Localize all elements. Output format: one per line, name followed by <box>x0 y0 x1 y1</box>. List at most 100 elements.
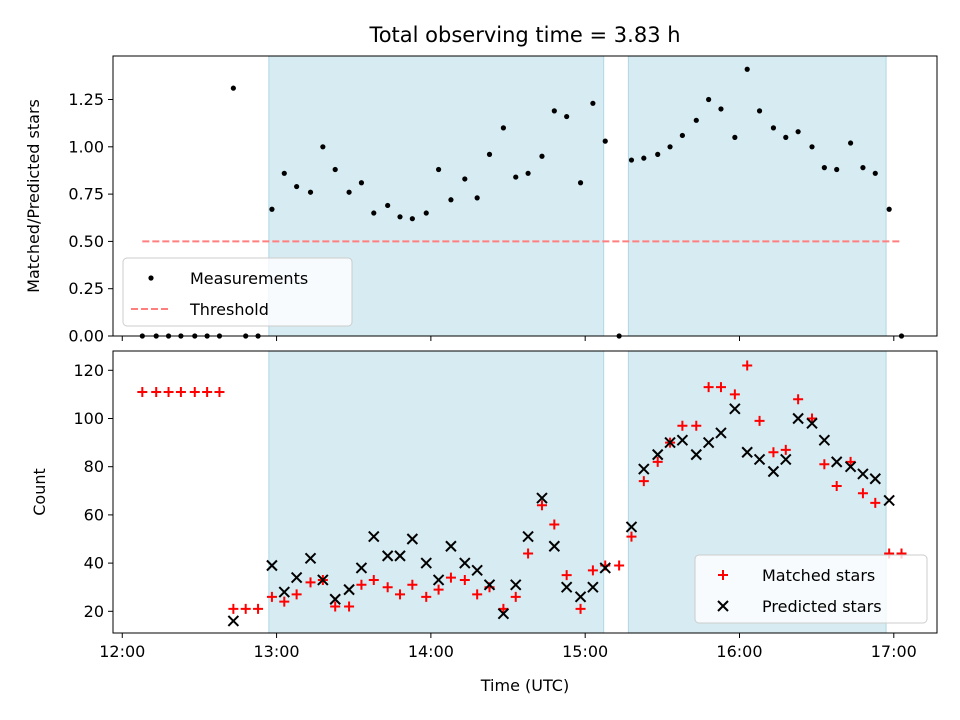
measurements-point <box>756 108 763 114</box>
predicted-stars-point <box>536 492 548 504</box>
predicted-stars-point <box>355 562 368 574</box>
legend-box <box>694 554 928 624</box>
predicted-stars-point <box>702 436 715 449</box>
matched-stars-point <box>382 582 393 593</box>
measurements-point <box>320 144 326 150</box>
legend-swatch-predicted-stars <box>717 600 729 612</box>
predicted-stars-point <box>625 521 638 533</box>
predicted-stars-point <box>548 540 561 552</box>
y-tick-label: 1.25 <box>68 90 104 109</box>
matched-stars-point <box>845 456 856 467</box>
measurements-point <box>551 108 557 114</box>
matched-stars-point <box>677 420 688 431</box>
predicted-stars-point <box>638 463 650 475</box>
predicted-stars-point <box>329 593 341 605</box>
measurements-point <box>332 166 338 173</box>
matched-stars-point <box>279 596 290 607</box>
matched-stars-point <box>445 572 456 583</box>
measurements-point <box>732 134 738 140</box>
measurements-point <box>847 140 854 146</box>
measurements-point <box>655 151 661 157</box>
measurements-point <box>860 165 866 171</box>
predicted-stars-point <box>381 550 394 562</box>
predicted-stars-point <box>343 583 355 596</box>
measurements-point <box>577 180 584 186</box>
matched-stars-point <box>780 444 791 455</box>
count-marks <box>137 360 907 627</box>
ratio-legend: Measurements Threshold <box>122 257 353 327</box>
matched-stars-point <box>536 500 547 511</box>
measurements-point <box>641 155 647 161</box>
y-tick-label: 0.75 <box>68 185 104 204</box>
predicted-stars-point <box>471 564 483 577</box>
predicted-stars-point <box>406 533 419 545</box>
matched-stars-point <box>626 531 637 542</box>
chart-title: Total observing time = 3.83 h <box>368 23 680 47</box>
predicted-stars-point <box>420 557 432 569</box>
predicted-stars-point <box>278 586 290 598</box>
x-axis-label: Time (UTC) <box>480 676 569 695</box>
y-tick-label: 80 <box>84 457 104 476</box>
legend-swatch-matched-stars <box>718 570 728 580</box>
matched-stars-point <box>214 386 225 397</box>
x-tick-label: 17:00 <box>871 642 917 661</box>
predicted-stars-point <box>599 562 611 574</box>
matched-stars-point <box>768 447 779 458</box>
measurements-point <box>230 85 236 91</box>
predicted-stars-point <box>715 427 727 439</box>
predicted-stars-point <box>676 434 689 446</box>
y-tick-label: 60 <box>84 505 104 524</box>
matched-stars-point <box>266 591 277 602</box>
matched-stars-point <box>857 488 868 499</box>
measurements-point <box>706 96 712 103</box>
matched-stars-point <box>151 386 162 397</box>
predicted-stars-point <box>522 530 534 543</box>
ratio-marks <box>139 66 905 339</box>
matched-stars-point <box>652 456 663 467</box>
x-tick-label: 15:00 <box>562 642 608 661</box>
predicted-stars-point <box>587 581 599 593</box>
measurements-point <box>397 214 403 220</box>
predicted-stars-point <box>459 557 471 569</box>
predicted-stars-point <box>844 460 857 473</box>
count-legend: Matched stars Predicted stars <box>694 554 928 624</box>
matched-stars-point <box>433 584 444 595</box>
matched-stars-point <box>703 382 714 393</box>
measurements-point <box>795 129 801 135</box>
matched-stars-point <box>691 420 702 431</box>
measurements-point <box>307 189 314 195</box>
measurements-point <box>269 206 275 212</box>
measurements-point <box>462 176 468 182</box>
predicted-stars-point <box>792 412 804 425</box>
matched-stars-point <box>137 386 148 397</box>
legend-label-matched-stars: Matched stars <box>762 566 875 585</box>
measurements-point <box>821 165 827 171</box>
predicted-stars-point <box>818 434 831 446</box>
matched-stars-point <box>870 497 881 508</box>
matched-stars-point <box>368 574 379 585</box>
measurements-point <box>872 170 878 176</box>
measurements-point <box>744 66 750 72</box>
count-y-axis-label: Count <box>30 468 49 516</box>
matched-stars-point <box>330 601 341 612</box>
measurements-point <box>602 138 608 144</box>
measurements-point <box>564 113 570 120</box>
predicted-stars-point <box>574 591 587 603</box>
matched-stars-point <box>807 413 818 424</box>
shaded-window-0 <box>268 350 605 634</box>
measurements-point <box>358 180 365 186</box>
measurements-point <box>525 170 531 176</box>
measurements-point <box>886 206 892 212</box>
matched-stars-point <box>395 589 406 600</box>
matched-stars-point <box>638 476 649 487</box>
legend-swatch-measurements <box>148 275 154 281</box>
x-tick-label: 12:00 <box>99 642 145 661</box>
matched-stars-point <box>715 382 726 393</box>
predicted-stars-point <box>883 494 895 507</box>
predicted-stars-point <box>290 571 303 584</box>
measurements-point <box>500 125 506 131</box>
matched-stars-point <box>228 603 239 614</box>
matched-stars-point <box>189 386 200 397</box>
matched-stars-point <box>831 480 842 491</box>
